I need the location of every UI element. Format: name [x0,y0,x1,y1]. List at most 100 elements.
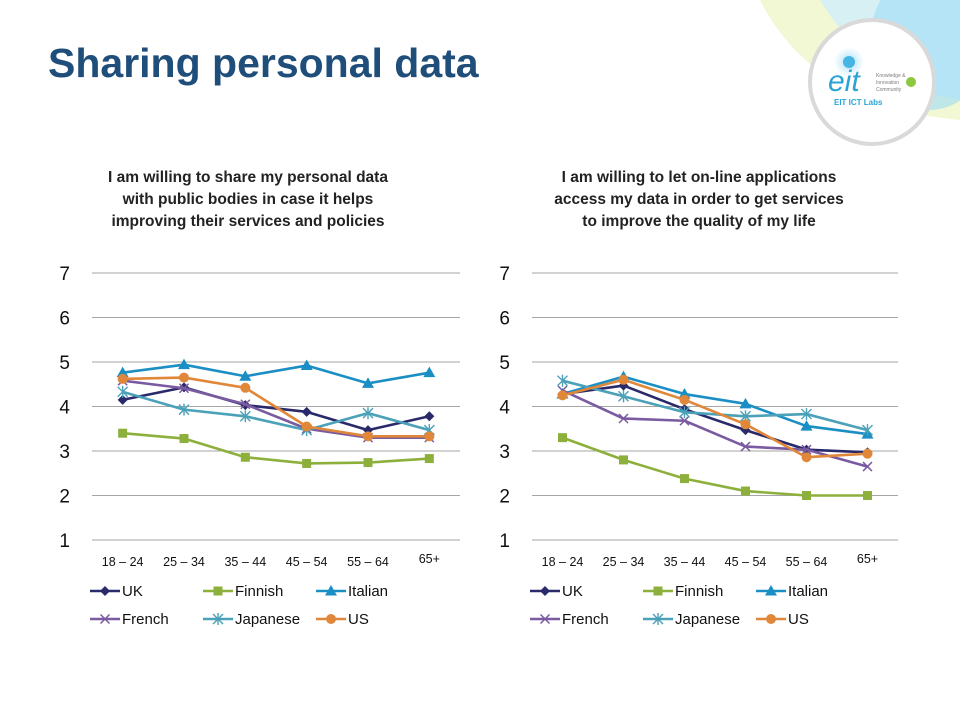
legend-label: Finnish [235,583,283,600]
x-tick-label: 65+ [857,552,878,566]
x-tick-label: 18 – 24 [102,555,144,569]
legend-label: Finnish [675,583,723,600]
y-tick-label: 1 [499,531,510,552]
series-us [557,374,873,463]
legend-label: Japanese [675,611,740,628]
data-point [363,431,373,442]
page-title: Sharing personal data [48,40,479,86]
legend-item-uk: UK [90,583,143,600]
y-tick-label: 6 [59,309,70,330]
series-line [122,390,430,432]
legend-label: Japanese [235,611,300,628]
data-point [239,410,251,423]
data-point [558,433,567,443]
data-point [179,434,189,444]
legend-item-us: US [316,611,369,628]
data-point [618,413,629,424]
series-line [562,384,868,454]
y-tick-label: 3 [499,442,510,463]
series-italian [556,370,874,439]
y-tick-label: 5 [499,353,510,374]
data-point [302,458,312,468]
series-japanese [557,374,873,437]
data-point [618,390,629,403]
series-line [122,376,430,438]
legend-marker [766,614,776,624]
data-point [301,421,312,432]
data-point [240,382,251,393]
series-us [117,372,435,442]
x-tick-label: 35 – 44 [664,555,706,569]
legend-label: US [348,611,369,628]
logo-tagline-2: Innovation [876,80,899,86]
x-tick-label: 55 – 64 [347,555,389,569]
data-point [740,441,751,452]
data-point [179,372,189,383]
data-point [741,486,750,496]
data-point [802,491,811,500]
data-point [240,399,251,410]
series-line [122,379,430,439]
y-tick-label: 1 [59,531,70,552]
x-tick-label: 65+ [419,552,440,566]
data-point [862,448,873,459]
line-chart-1: I am willing to share my personal data wi… [59,169,460,628]
logo-subtitle: EIT ICT Labs [834,98,883,107]
series-line [562,379,868,432]
chart-title: I am willing to share my personal data wi… [108,169,388,230]
legend-marker [653,586,663,596]
legend-marker [326,614,336,624]
series-line [122,363,430,385]
data-point [118,428,128,438]
data-point [739,397,752,409]
x-tick-label: 55 – 64 [786,555,828,569]
data-point [679,394,690,405]
chart-title: I am willing to let on-line applications… [554,169,843,230]
data-point [178,403,190,416]
legend-label: French [562,611,609,628]
legend-marker [99,613,111,625]
x-tick-label: 35 – 44 [224,555,266,569]
series-line [122,431,430,465]
legend-label: UK [122,583,143,600]
logo-tagline-1: Knowledge & [876,73,906,79]
legend-marker [539,613,551,625]
data-point [801,408,812,421]
x-tick-label: 18 – 24 [542,555,584,569]
x-tick-label: 25 – 34 [163,555,205,569]
series-line [562,436,868,497]
data-point [801,452,812,463]
y-tick-label: 6 [499,309,510,330]
legend-item-japanese: Japanese [203,611,300,628]
legend-marker [100,586,110,596]
x-tick-label: 45 – 54 [286,555,328,569]
legend-marker [212,613,224,625]
legend-label: UK [562,583,583,600]
legend-item-french: French [530,611,609,628]
line-chart-2: I am willing to let on-line applications… [499,169,898,628]
data-point [679,406,690,419]
data-point [557,390,568,401]
legend-item-finnish: Finnish [203,583,283,600]
series-uk [117,382,435,436]
eit-logo [808,18,936,146]
data-point [301,406,312,417]
logo-brand: eit [828,65,861,98]
data-point [424,431,435,442]
y-tick-label: 4 [499,398,510,419]
legend-label: French [122,611,169,628]
data-point [240,452,250,462]
data-point [740,419,751,430]
data-point [863,491,872,500]
logo-tagline-3: Community [876,87,902,93]
data-point [117,385,129,398]
x-tick-label: 45 – 54 [725,555,767,569]
y-tick-label: 7 [499,264,510,285]
legend-item-japanese: Japanese [643,611,740,628]
legend-marker [213,586,223,596]
legend-label: Italian [348,583,388,600]
series-line [561,389,868,468]
series-line [562,375,868,436]
